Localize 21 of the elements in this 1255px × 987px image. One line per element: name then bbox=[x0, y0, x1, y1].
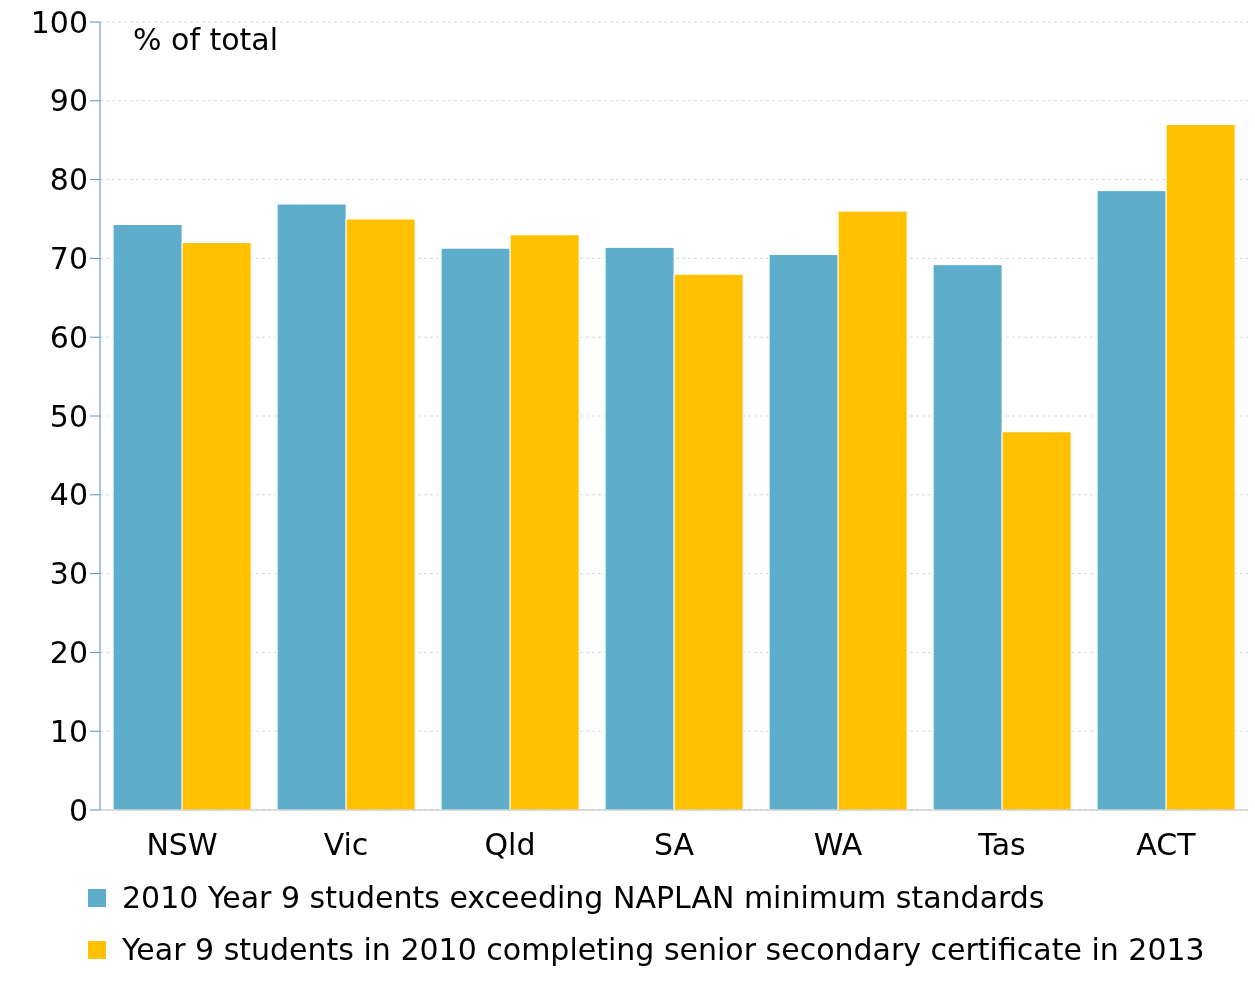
y-axis-title: % of total bbox=[133, 22, 279, 58]
y-tick-label: 30 bbox=[49, 556, 88, 592]
y-tick-label: 50 bbox=[49, 398, 88, 434]
x-tick-label: ACT bbox=[1136, 827, 1197, 863]
y-tick-label: 70 bbox=[49, 241, 88, 277]
legend-label: 2010 Year 9 students exceeding NAPLAN minimum standards bbox=[122, 879, 1045, 917]
y-tick-label: 0 bbox=[68, 792, 88, 828]
y-tick-label: 40 bbox=[49, 477, 88, 513]
x-tick-label: WA bbox=[813, 827, 863, 863]
legend-label: Year 9 students in 2010 completing senior secondary certificate in 2013 bbox=[122, 931, 1205, 969]
x-tick-label: SA bbox=[653, 827, 695, 863]
y-tick-label: 80 bbox=[49, 162, 88, 198]
x-tick-label: Vic bbox=[323, 827, 369, 863]
x-tick-label: Tas bbox=[977, 827, 1026, 863]
y-tick-label: 90 bbox=[49, 83, 88, 119]
y-tick-label: 60 bbox=[49, 319, 88, 355]
x-tick-label: Qld bbox=[484, 827, 536, 863]
x-tick-label: NSW bbox=[146, 827, 218, 863]
y-tick-label: 100 bbox=[30, 4, 88, 40]
y-tick-label: 20 bbox=[49, 635, 88, 671]
y-tick-label: 10 bbox=[49, 713, 88, 749]
